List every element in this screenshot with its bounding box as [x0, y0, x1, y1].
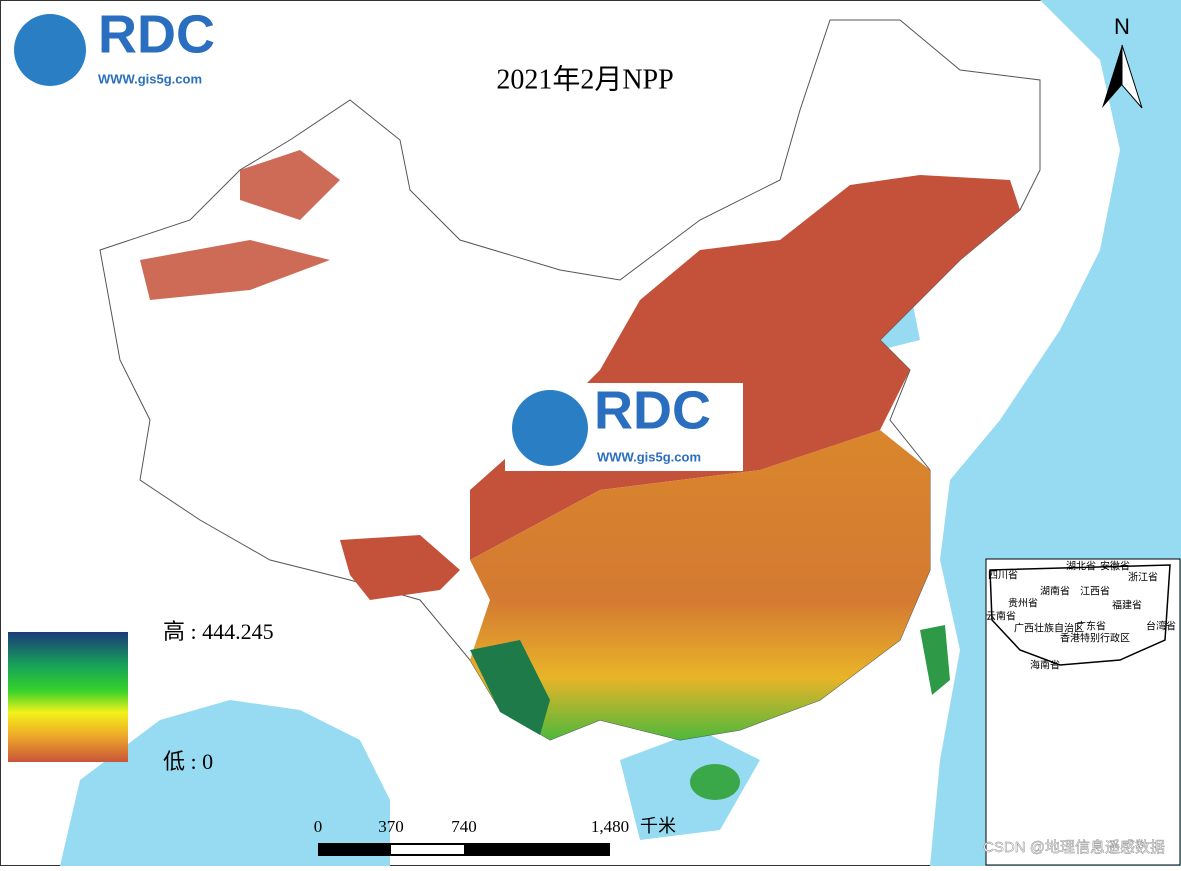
logo: RDC WWW.gis5g.com [505, 380, 743, 471]
legend-low: 低 : 0 [163, 749, 213, 774]
npp-zone [140, 150, 340, 300]
inset-label: 台湾省 [1146, 620, 1176, 633]
island [920, 625, 950, 695]
inset-label: 四川省 [988, 569, 1018, 582]
logo-url: WWW.gis5g.com [98, 71, 202, 86]
inset-label: 浙江省 [1128, 571, 1158, 584]
scale-label: 370 [378, 817, 404, 836]
inset-label: 安徽省 [1100, 560, 1130, 573]
legend-ramp [8, 632, 128, 762]
inset-label: 香港特别行政区 [1060, 632, 1130, 645]
map-title: 2021年2月NPP [496, 63, 673, 95]
inset-label: 湖南省 [1040, 585, 1070, 598]
scale-unit: 千米 [640, 816, 676, 836]
npp-zone [340, 535, 460, 600]
inset-label: 湖北省 [1066, 560, 1096, 573]
legend-high: 高 : 444.245 [163, 619, 274, 644]
npp-zone [470, 430, 930, 740]
npp-zone [470, 640, 550, 735]
island [690, 764, 740, 800]
inset-label: 贵州省 [1008, 597, 1038, 610]
logo-brand: RDC [594, 380, 711, 440]
inset-label: 广东省 [1076, 620, 1106, 633]
inset-label: 广西壮族自治区 [1014, 622, 1084, 635]
logo: RDC WWW.gis5g.com [14, 4, 215, 86]
watermark: CSDN @地理信息遥感数据 [983, 839, 1165, 856]
sea [60, 700, 390, 866]
inset-label: 云南省 [986, 610, 1016, 623]
inset-label: 海南省 [1030, 659, 1060, 672]
logo-brand: RDC [98, 4, 215, 64]
sea [620, 730, 760, 840]
scale-label: 1,480 [591, 817, 629, 836]
inset-label: 江西省 [1080, 585, 1110, 598]
north-label: N [1114, 14, 1130, 39]
logo-url: WWW.gis5g.com [597, 449, 701, 464]
scale-bar: 0 370 740 1,480 千米 [314, 816, 676, 856]
inset-label: 福建省 [1112, 599, 1142, 612]
scale-label: 0 [314, 817, 323, 836]
scale-label: 740 [451, 817, 477, 836]
north-arrow: N [1102, 14, 1143, 109]
